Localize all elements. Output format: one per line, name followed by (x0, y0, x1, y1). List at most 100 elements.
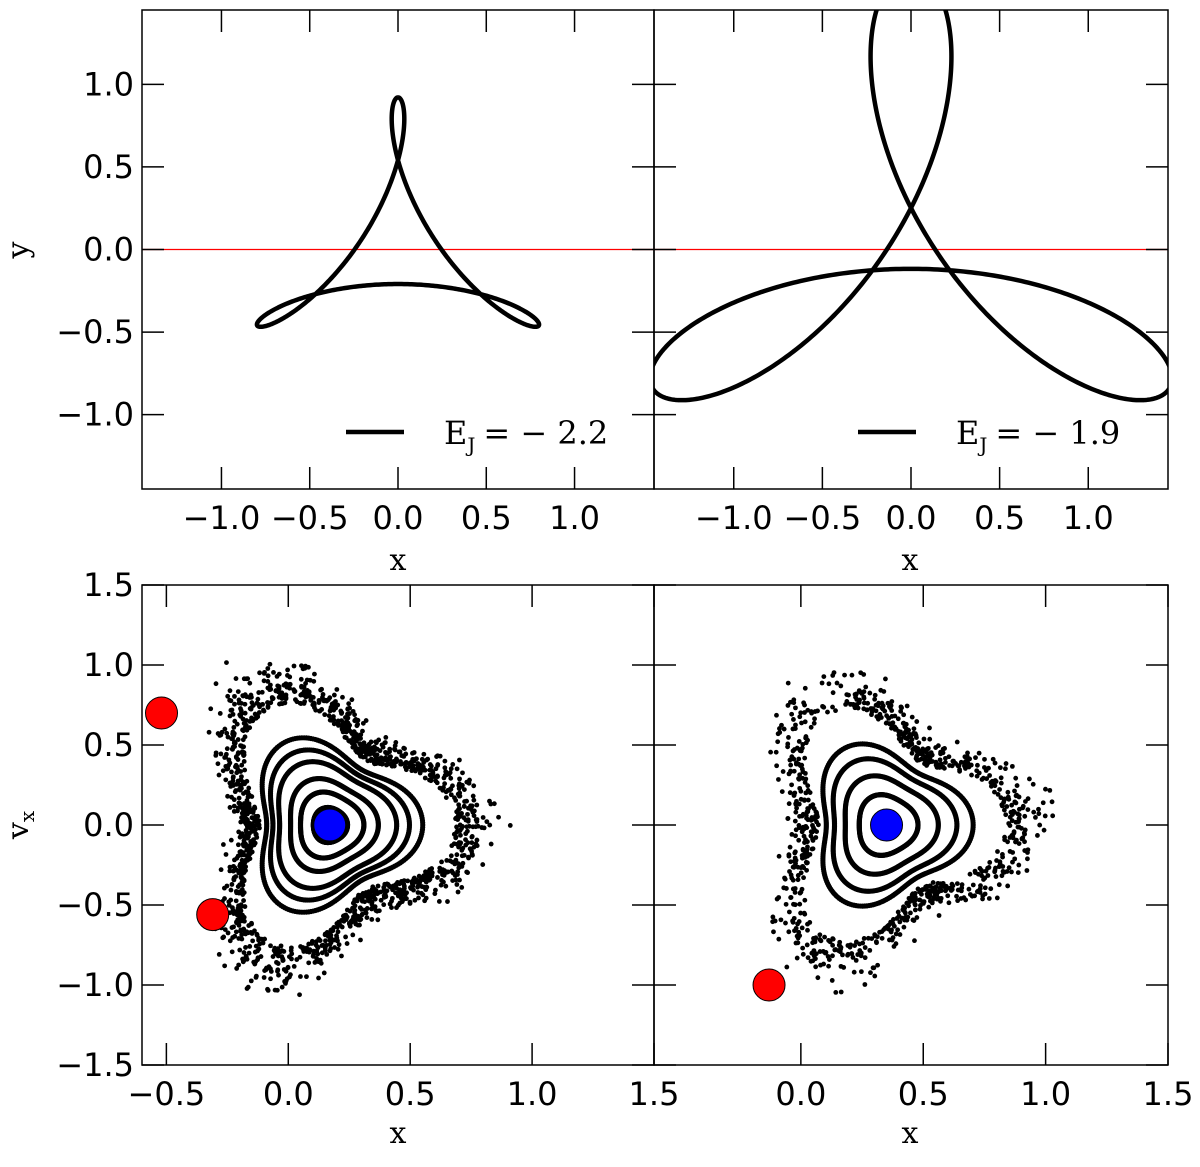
section-point (302, 665, 308, 671)
section-point (416, 873, 422, 879)
section-point (345, 715, 351, 721)
section-point (491, 801, 497, 807)
section-point (937, 757, 943, 763)
section-point (397, 900, 403, 906)
section-point (265, 673, 271, 679)
section-point (470, 852, 475, 858)
section-point (895, 716, 901, 722)
section-point (785, 741, 791, 747)
section-point (450, 761, 456, 767)
section-point (242, 701, 248, 707)
section-point (303, 681, 308, 686)
section-point (309, 938, 315, 944)
section-point (311, 952, 316, 958)
section-point (331, 721, 337, 727)
section-point (895, 909, 901, 915)
section-point (239, 936, 245, 942)
section-point (801, 875, 806, 881)
section-point (240, 737, 246, 743)
section-point (239, 833, 245, 839)
section-point (242, 860, 248, 865)
orbit-line (654, 10, 1168, 403)
section-panel-right: x 0.0 0.5 1.0 1.5 (653, 584, 1193, 1151)
section-point (923, 758, 929, 764)
section-point (927, 736, 933, 742)
section-point (454, 824, 459, 830)
section-point (339, 710, 345, 716)
section-point (872, 692, 878, 698)
section-point (809, 815, 815, 820)
section-point (997, 765, 1003, 771)
legend-value: = − 1.9 (995, 414, 1120, 452)
section-point (224, 730, 230, 736)
section-point (453, 797, 459, 803)
section-point (995, 791, 1001, 797)
section-point (434, 754, 439, 760)
section-point (954, 739, 960, 745)
section-point (911, 726, 917, 732)
section-point (433, 887, 438, 893)
section-point (339, 953, 344, 959)
section-point (454, 882, 460, 887)
section-point (993, 874, 999, 879)
section-point (274, 673, 280, 679)
section-point (874, 940, 879, 946)
section-point (374, 740, 379, 746)
section-point (260, 701, 265, 707)
section-point (245, 794, 251, 800)
section-point (298, 676, 304, 682)
section-point (785, 703, 791, 708)
x-tick-label: 0.0 (373, 499, 424, 537)
section-point (893, 941, 899, 947)
section-point (350, 932, 356, 938)
section-point (379, 742, 385, 748)
section-point (282, 700, 288, 706)
section-point (236, 829, 242, 835)
section-point (373, 761, 379, 766)
section-point (235, 689, 241, 694)
x-axis-label: x (902, 543, 919, 578)
y-tick-label: −0.5 (56, 886, 134, 924)
section-point (366, 889, 372, 895)
section-point (230, 783, 236, 788)
section-point (243, 821, 249, 827)
section-point (345, 720, 351, 726)
section-point (261, 678, 267, 684)
section-point (304, 974, 309, 980)
section-point (291, 964, 297, 969)
section-point (973, 755, 978, 761)
section-point (800, 945, 806, 951)
section-point (967, 871, 973, 877)
y-tick-label: 1.0 (83, 65, 134, 103)
section-point (975, 762, 980, 768)
section-point (793, 833, 798, 839)
section-point (1010, 859, 1015, 865)
section-point (987, 773, 992, 778)
section-point (250, 718, 256, 724)
section-point (237, 712, 243, 718)
section-point (381, 902, 387, 908)
section-point (217, 711, 223, 716)
section-point (946, 754, 952, 760)
section-point (935, 823, 941, 829)
legend: EJ = − 1.9 (858, 414, 1120, 457)
section-point (1009, 818, 1015, 824)
section-point (394, 824, 400, 830)
section-point (351, 741, 357, 747)
section-point (821, 674, 827, 679)
section-point (252, 828, 257, 834)
section-point (352, 907, 358, 913)
section-point (222, 896, 227, 901)
section-point (461, 852, 467, 858)
section-point (401, 753, 407, 759)
section-point (343, 912, 349, 918)
section-point (235, 917, 241, 923)
section-point (384, 750, 390, 756)
section-point (411, 750, 417, 755)
orbit-panel-left: y x EJ = − 2.2 −1.0 −0.5 0.0 0.5 1.0−1.0−0.50… (1, 9, 655, 578)
section-point (942, 746, 947, 751)
section-point (233, 676, 239, 681)
section-point (279, 984, 285, 990)
section-point (331, 700, 337, 706)
